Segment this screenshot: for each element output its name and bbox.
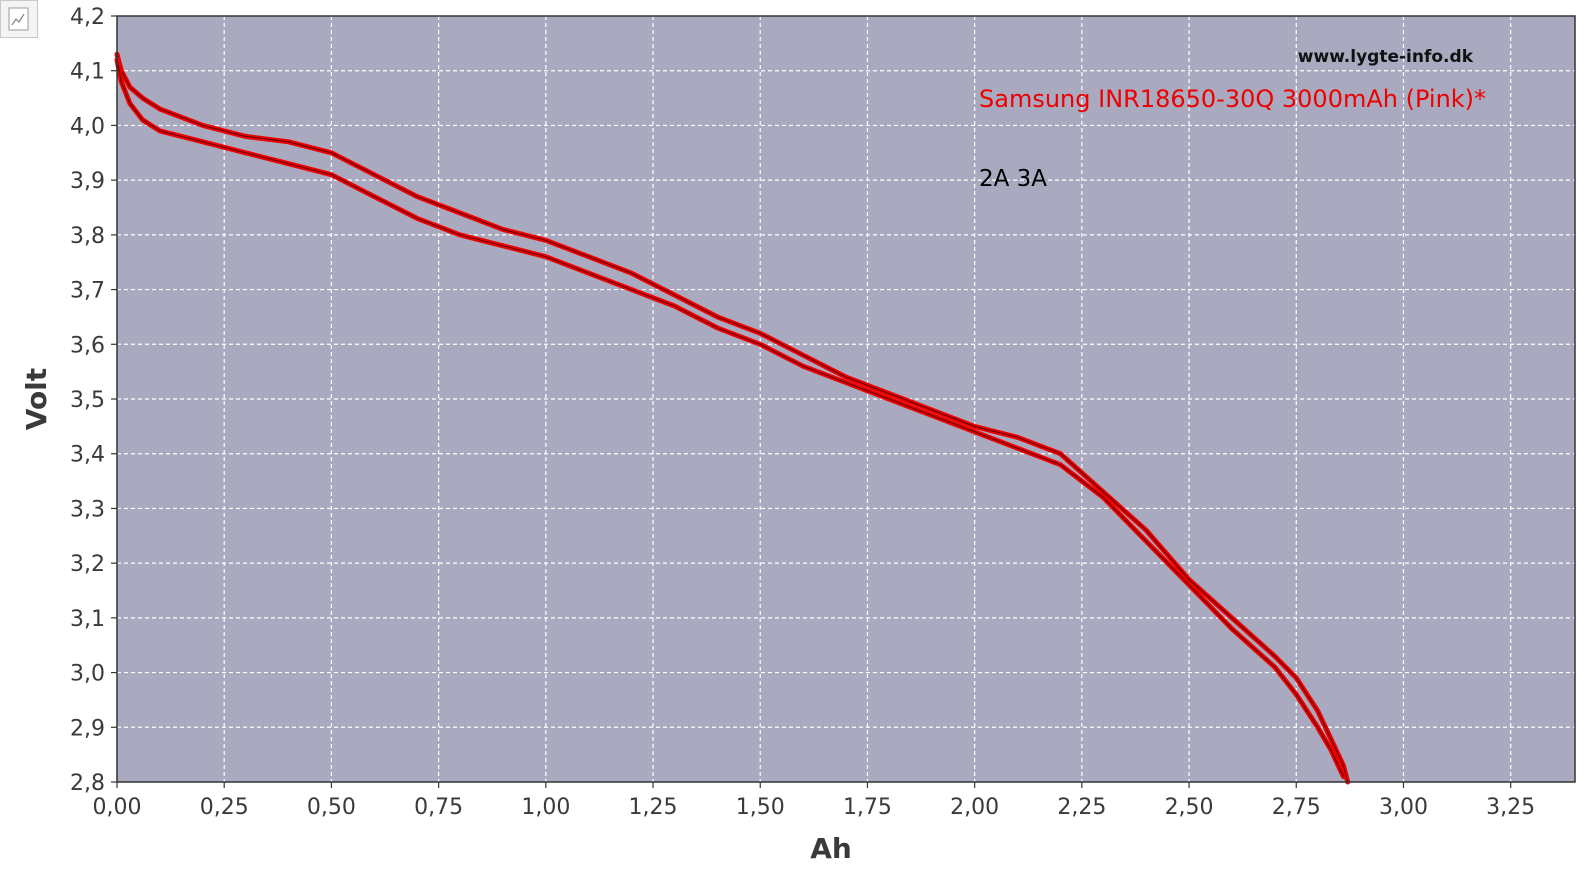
x-tick-label: 0,25 — [200, 795, 249, 820]
chart-subtitle: 2A 3A — [979, 166, 1047, 192]
y-axis-label: Volt — [20, 368, 53, 430]
x-axis-label: Ah — [810, 832, 852, 865]
chart-export-icon[interactable] — [0, 0, 38, 38]
x-tick-label: 1,75 — [843, 795, 892, 820]
y-tick-label: 3,3 — [70, 497, 105, 522]
x-tick-label: 1,25 — [629, 795, 678, 820]
x-tick-label: 0,75 — [414, 795, 463, 820]
x-tick-label: 3,00 — [1379, 795, 1428, 820]
y-tick-label: 4,0 — [70, 114, 105, 139]
y-tick-label: 3,6 — [70, 333, 105, 358]
x-tick-label: 2,25 — [1057, 795, 1106, 820]
watermark-text: www.lygte-info.dk — [1298, 47, 1474, 67]
x-tick-label: 2,75 — [1272, 795, 1321, 820]
x-tick-label: 3,25 — [1486, 795, 1535, 820]
y-tick-label: 3,1 — [70, 607, 105, 632]
x-tick-label: 0,00 — [93, 795, 142, 820]
x-tick-label: 2,00 — [950, 795, 999, 820]
y-tick-label: 3,7 — [70, 279, 105, 304]
chart-title: Samsung INR18650-30Q 3000mAh (Pink)* — [979, 85, 1486, 113]
x-tick-label: 1,00 — [521, 795, 570, 820]
y-tick-label: 2,9 — [70, 716, 105, 741]
y-tick-label: 3,4 — [70, 443, 105, 468]
y-tick-label: 3,8 — [70, 224, 105, 249]
y-tick-label: 3,2 — [70, 552, 105, 577]
y-tick-label: 4,2 — [70, 5, 105, 30]
y-tick-label: 3,5 — [70, 388, 105, 413]
y-tick-label: 2,8 — [70, 771, 105, 796]
series-layer — [114, 51, 1351, 785]
series-line-1-core — [116, 53, 1349, 783]
x-tick-label: 1,50 — [736, 795, 785, 820]
y-tick-label: 4,1 — [70, 60, 105, 85]
y-tick-label: 3,9 — [70, 169, 105, 194]
x-tick-label: 2,50 — [1165, 795, 1214, 820]
x-tick-label: 0,50 — [307, 795, 356, 820]
series-line-2-core — [116, 59, 1344, 778]
grid-lines — [117, 16, 1575, 782]
axis-ticks: 0,00 0,25 0,50 0,75 1,00 1,25 1,50 1,75 2,00 2,25… — [70, 5, 1535, 820]
y-tick-label: 3,0 — [70, 662, 105, 687]
